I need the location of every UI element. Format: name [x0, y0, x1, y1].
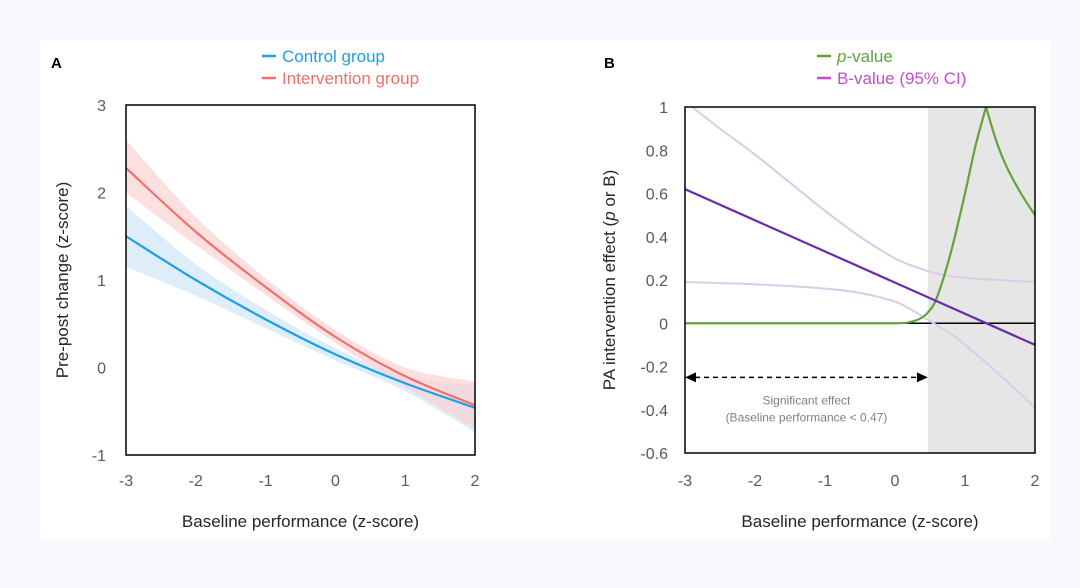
legend-label-0: Control group	[282, 47, 385, 66]
series-line-p-value	[685, 107, 1035, 325]
x-tick-label: 1	[401, 473, 410, 490]
y-tick-label: 0.8	[646, 143, 668, 160]
plot-frame	[125, 104, 476, 456]
y-axis-title: PA intervention effect (p or B)	[600, 170, 619, 391]
y-tick-label: 0	[659, 316, 668, 333]
x-tick-label: 0	[331, 473, 340, 490]
legend-label-1: B-value (95% CI)	[837, 69, 966, 88]
annotation-line-1: Significant effect	[763, 393, 851, 407]
arrow-head-right-icon	[916, 372, 928, 383]
plot-frame	[684, 106, 1036, 454]
panel-label-b: B	[604, 55, 615, 72]
y-tick-label: 2	[97, 186, 106, 203]
x-tick-label: 2	[1031, 473, 1040, 490]
legend-label-0: p-value	[836, 47, 893, 66]
y-tick-label: 1	[659, 100, 668, 117]
y-tick-label: -0.4	[640, 403, 668, 420]
y-tick-label: 0.6	[646, 187, 668, 204]
series-line-b-value-upper-ci	[691, 107, 1035, 284]
y-tick-label: -0.2	[640, 360, 668, 377]
legend-label-1: Intervention group	[282, 69, 419, 88]
arrow-head-left-icon	[685, 372, 696, 383]
y-tick-label: 0	[97, 361, 106, 378]
series-line-b-value-95-ci	[685, 188, 1035, 346]
x-axis-title: Baseline performance (z-score)	[741, 512, 978, 531]
y-tick-label: 3	[97, 98, 106, 115]
x-tick-label: -2	[748, 473, 762, 490]
x-tick-label: 0	[891, 473, 900, 490]
x-axis-title: Baseline performance (z-score)	[182, 512, 419, 531]
y-tick-label: -0.6	[640, 446, 668, 463]
panel-a-chart: 3 2 1 0 -1 -3 -2 -1 0 1 2 Baseline performance (z-s…	[53, 47, 480, 531]
x-tick-label: -1	[258, 473, 272, 490]
x-tick-label: 1	[961, 473, 970, 490]
plot-area	[685, 107, 1035, 453]
y-tick-label: 0.4	[646, 230, 668, 247]
series-line-control-group	[126, 235, 475, 409]
plot-area	[126, 140, 475, 433]
y-tick-label: -1	[92, 448, 106, 465]
y-tick-label: 1	[97, 273, 106, 290]
x-tick-label: -2	[189, 473, 203, 490]
x-tick-label: -3	[119, 473, 133, 490]
ci-band-1	[126, 140, 475, 429]
y-tick-label: 0.2	[646, 273, 668, 290]
series-line-b-value-lower-ci	[685, 281, 1035, 409]
panel-label-a: A	[51, 55, 62, 72]
annotation-line-2: (Baseline performance < 0.47)	[726, 410, 888, 424]
series-line-intervention-group	[126, 167, 475, 407]
x-tick-label: -1	[818, 473, 832, 490]
panel-b-chart: Significant effect (Baseline performance …	[600, 47, 1040, 531]
y-axis-title: Pre-post change (z-score)	[53, 182, 72, 379]
x-tick-label: 2	[471, 473, 480, 490]
x-tick-label: -3	[678, 473, 692, 490]
